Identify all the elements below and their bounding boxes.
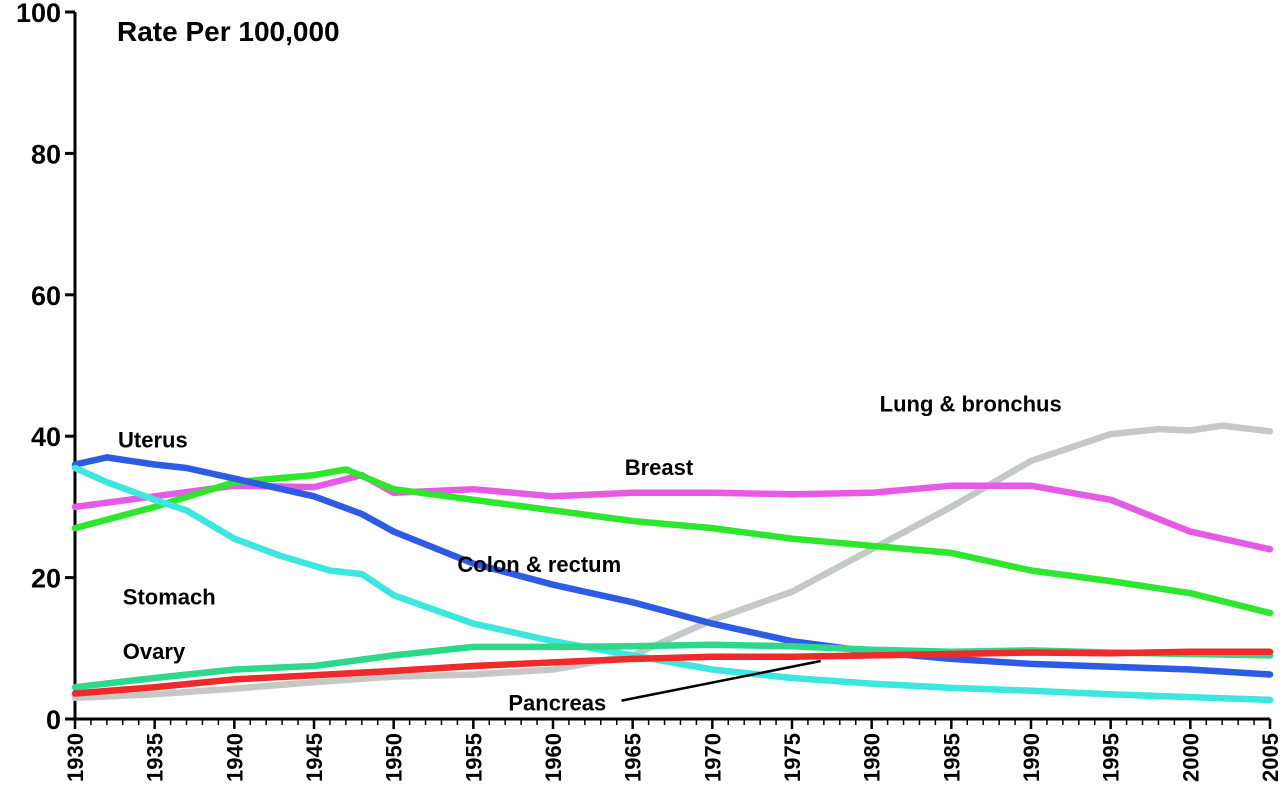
y-tick-label: 0 xyxy=(46,705,61,735)
series-label-stomach: Stomach xyxy=(123,584,216,609)
y-tick-label: 80 xyxy=(31,139,61,169)
x-tick-label: 1960 xyxy=(541,733,566,782)
y-tick-label: 60 xyxy=(31,281,61,311)
x-tick-label: 1965 xyxy=(621,733,646,782)
series-label-ovary: Ovary xyxy=(123,639,186,664)
x-tick-label: 1975 xyxy=(780,733,805,782)
y-tick-label: 20 xyxy=(31,564,61,594)
series-label-lung-and-bronchus: Lung & bronchus xyxy=(880,391,1062,416)
series-label-uterus: Uterus xyxy=(118,428,188,453)
series-line-uterus xyxy=(71,454,1274,678)
x-tick-label: 1935 xyxy=(143,733,168,782)
series-line-lung-and-bronchus xyxy=(71,422,1274,702)
series-labels: Lung & bronchus Breast Colon & rectum Uteru… xyxy=(118,391,1062,715)
axes: 0 20 40 60 80 100 1930 1935 1940 1945 1950 1955 1960… xyxy=(16,0,1280,782)
chart-title: Rate Per 100,000 xyxy=(117,16,340,47)
series-line-colon-and-rectum xyxy=(71,466,1274,617)
series-line-breast xyxy=(71,471,1274,553)
series-line-pancreas xyxy=(71,648,1274,697)
x-tick-label: 1980 xyxy=(860,733,885,782)
x-tick-label: 1955 xyxy=(461,733,486,782)
y-tick-label: 100 xyxy=(16,0,61,28)
x-tick-label: 1940 xyxy=(222,733,247,782)
y-tick-label: 40 xyxy=(31,422,61,452)
x-tick-label: 1970 xyxy=(700,733,725,782)
series-line-stomach xyxy=(71,464,1274,704)
x-tick-label: 1950 xyxy=(382,733,407,782)
x-tick-label: 2005 xyxy=(1258,733,1280,782)
pancreas-leader-line xyxy=(621,659,821,702)
x-tick-label: 1930 xyxy=(63,733,88,782)
x-tick-label: 1945 xyxy=(302,733,327,782)
series-label-colon-and-rectum: Colon & rectum xyxy=(457,552,621,577)
series-lines xyxy=(71,422,1274,704)
x-tick-label: 1995 xyxy=(1099,733,1124,782)
series-label-pancreas: Pancreas xyxy=(508,691,606,716)
x-tick-label: 1990 xyxy=(1019,733,1044,782)
series-label-breast: Breast xyxy=(625,455,694,480)
x-tick-label: 2000 xyxy=(1178,733,1203,782)
x-tick-label: 1985 xyxy=(939,733,964,782)
